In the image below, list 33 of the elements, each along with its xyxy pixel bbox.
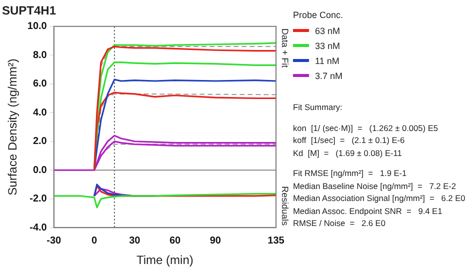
- x-tick-label: 90: [210, 235, 222, 246]
- legend-label: 63 nM: [315, 26, 340, 36]
- y-tick-label: -4.0: [30, 222, 48, 234]
- y-tick-label: 10.0: [27, 21, 48, 32]
- text: Data + Fit: [280, 28, 290, 68]
- y-tick-label: 6.0: [32, 78, 48, 90]
- chart-title: SUPT4H1: [2, 4, 56, 18]
- y-tick-label: 4.0: [32, 107, 48, 118]
- text: Fit Summary:: [293, 101, 344, 114]
- y-tick-label: 0.0: [32, 164, 48, 176]
- text: Fit RMSE [ng/mm²] = 1.9 E-1: [293, 167, 408, 180]
- text: Kd [M] = (1.69 ± 0.08) E-11: [293, 146, 403, 159]
- legend-label: 33 nM: [315, 40, 340, 50]
- text: Median Baseline Noise [ng/mm²] = 7.2 E-2: [293, 180, 458, 192]
- y-tick-label: 2.0: [32, 136, 48, 148]
- x-tick-label: 135: [268, 235, 285, 246]
- x-tick-label: -30: [46, 235, 62, 246]
- y-tick-label: -2.0: [30, 194, 48, 205]
- y-axis-title: Surface Density (ng/mm²): [6, 58, 20, 196]
- text: koff [1/sec] = (2.1 ± 0.1) E-6: [293, 134, 406, 146]
- legend-label: 11 nM: [315, 56, 340, 66]
- text: Median Association Signal [ng/mm²] = 6.2 E0: [293, 192, 466, 204]
- y-tick-label: 8.0: [32, 50, 48, 61]
- x-tick-label: 60: [169, 235, 182, 246]
- x-tick-label: 0: [91, 235, 98, 246]
- legend-title: Probe Conc.: [293, 10, 344, 20]
- text: Median Assoc. Endpoint SNR = 9.4 E1: [293, 204, 444, 217]
- x-axis-title: Time (min): [136, 253, 194, 268]
- text: RMSE / Noise = 2.6 E0: [293, 217, 386, 230]
- text: kon [1/ (sec·M)] = (1.262 ± 0.005) E5: [293, 122, 439, 134]
- legend-label: 3.7 nM: [315, 70, 343, 80]
- text: Residuals: [280, 186, 290, 226]
- x-tick-label: 30: [129, 235, 141, 246]
